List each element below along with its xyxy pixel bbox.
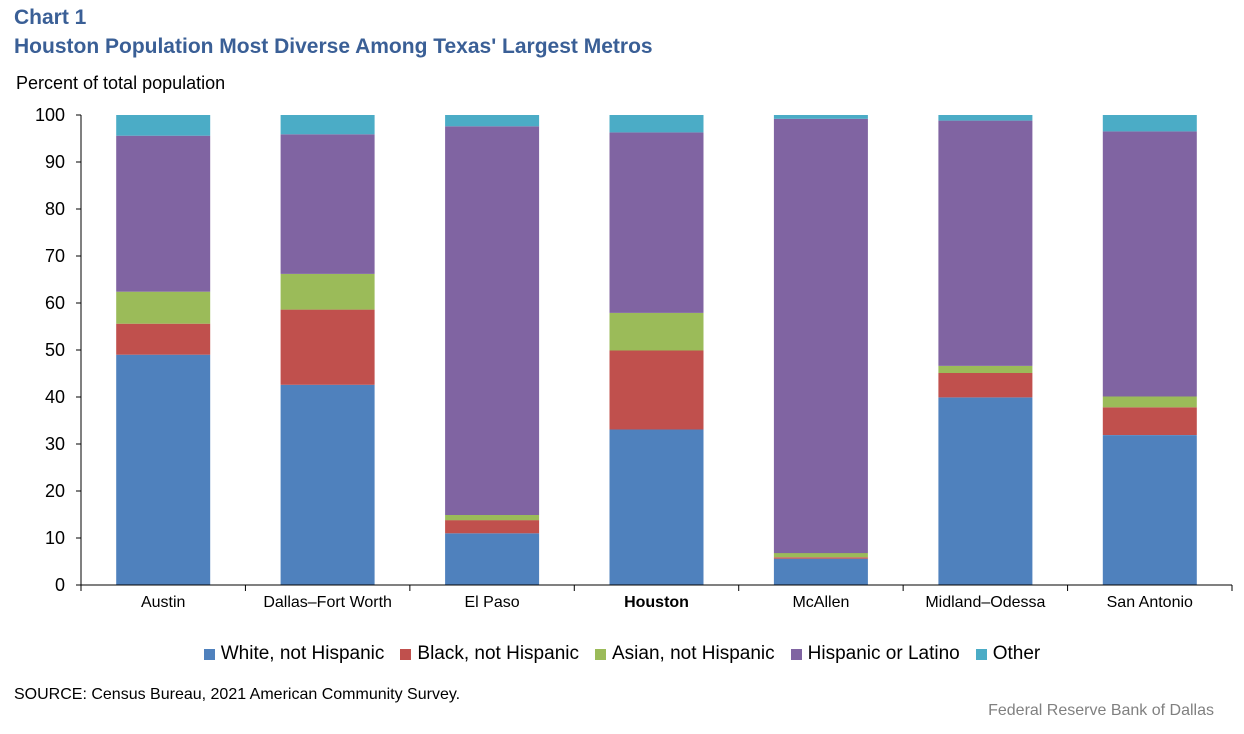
bar-segment xyxy=(609,429,704,585)
bar-segment xyxy=(1102,435,1197,585)
y-tick-label: 60 xyxy=(45,293,65,313)
bar-segment xyxy=(445,533,540,585)
y-axis-label: Percent of total population xyxy=(16,73,226,93)
x-tick-label: Dallas–Fort Worth xyxy=(263,594,392,611)
legend-swatch xyxy=(594,648,606,660)
bar-segment xyxy=(116,354,211,585)
legend-item-asian: Asian, not Hispanic xyxy=(594,643,775,665)
bar-segment xyxy=(609,115,704,133)
y-tick-label: 10 xyxy=(45,528,65,548)
bar-segment xyxy=(1102,396,1197,408)
legend-label: Black, not Hispanic xyxy=(417,643,579,664)
legend-swatch xyxy=(203,648,215,660)
x-tick-label: San Antonio xyxy=(1107,594,1193,611)
y-tick-label: 0 xyxy=(55,575,65,595)
x-tick-label: Midland–Odessa xyxy=(925,594,1045,611)
bar-segment xyxy=(116,135,211,292)
y-tick-label: 30 xyxy=(45,434,65,454)
chart-number: Chart 1 xyxy=(14,6,87,29)
bar-segment xyxy=(773,558,868,585)
x-tick-label: McAllen xyxy=(792,594,849,611)
bar-segment xyxy=(116,291,211,324)
bar-segment xyxy=(938,120,1033,366)
x-tick-label: Houston xyxy=(624,594,689,611)
x-tick-label: Austin xyxy=(141,594,185,611)
y-tick-label: 40 xyxy=(45,387,65,407)
bar-segment xyxy=(116,323,211,355)
bar-segment xyxy=(773,557,868,559)
legend-swatch xyxy=(790,648,802,660)
bar-segment xyxy=(609,132,704,313)
bar-segment xyxy=(938,397,1033,585)
bar-segment xyxy=(938,366,1033,373)
bar-segment xyxy=(938,115,1033,121)
bar-segment xyxy=(445,515,540,521)
y-tick-label: 100 xyxy=(35,105,65,125)
credit: Federal Reserve Bank of Dallas xyxy=(988,702,1214,719)
bar-segment xyxy=(773,115,868,119)
bar-segment xyxy=(609,350,704,430)
legend-label: Other xyxy=(992,643,1041,664)
legend-swatch xyxy=(975,648,987,660)
source-note: SOURCE: Census Bureau, 2021 American Com… xyxy=(14,686,461,703)
legend-label: White, not Hispanic xyxy=(220,643,385,664)
bar-segment xyxy=(445,115,540,127)
legend-swatch xyxy=(400,648,412,660)
y-tick-label: 80 xyxy=(45,199,65,219)
bar-segment xyxy=(1102,407,1197,435)
bar-segment xyxy=(1102,131,1197,397)
y-tick-label: 50 xyxy=(45,340,65,360)
bar-segment xyxy=(280,115,375,135)
bar-segment xyxy=(773,553,868,558)
bar-segment xyxy=(116,115,211,136)
bar-segment xyxy=(280,273,375,310)
bar-segment xyxy=(1102,115,1197,132)
legend-item-other: Other xyxy=(975,643,1041,665)
bar-segment xyxy=(938,373,1033,398)
bar-segment xyxy=(773,118,868,554)
bar-segment xyxy=(445,520,540,534)
legend-label: Asian, not Hispanic xyxy=(611,643,775,664)
bar-segment xyxy=(445,126,540,516)
bar-segment xyxy=(280,309,375,385)
bar-segment xyxy=(280,134,375,274)
y-tick-label: 70 xyxy=(45,246,65,266)
x-tick-label: El Paso xyxy=(465,594,520,611)
bar-segment xyxy=(280,384,375,585)
bar-segment xyxy=(609,312,704,351)
legend-item-black: Black, not Hispanic xyxy=(400,643,579,665)
legend-item-white: White, not Hispanic xyxy=(203,643,385,665)
chart-title: Houston Population Most Diverse Among Te… xyxy=(14,35,653,58)
y-tick-label: 20 xyxy=(45,481,65,501)
y-tick-label: 90 xyxy=(45,152,65,172)
legend: White, not Hispanic Black, not Hispanic … xyxy=(0,643,1244,665)
legend-item-hispanic: Hispanic or Latino xyxy=(790,643,960,665)
legend-label: Hispanic or Latino xyxy=(807,643,960,664)
